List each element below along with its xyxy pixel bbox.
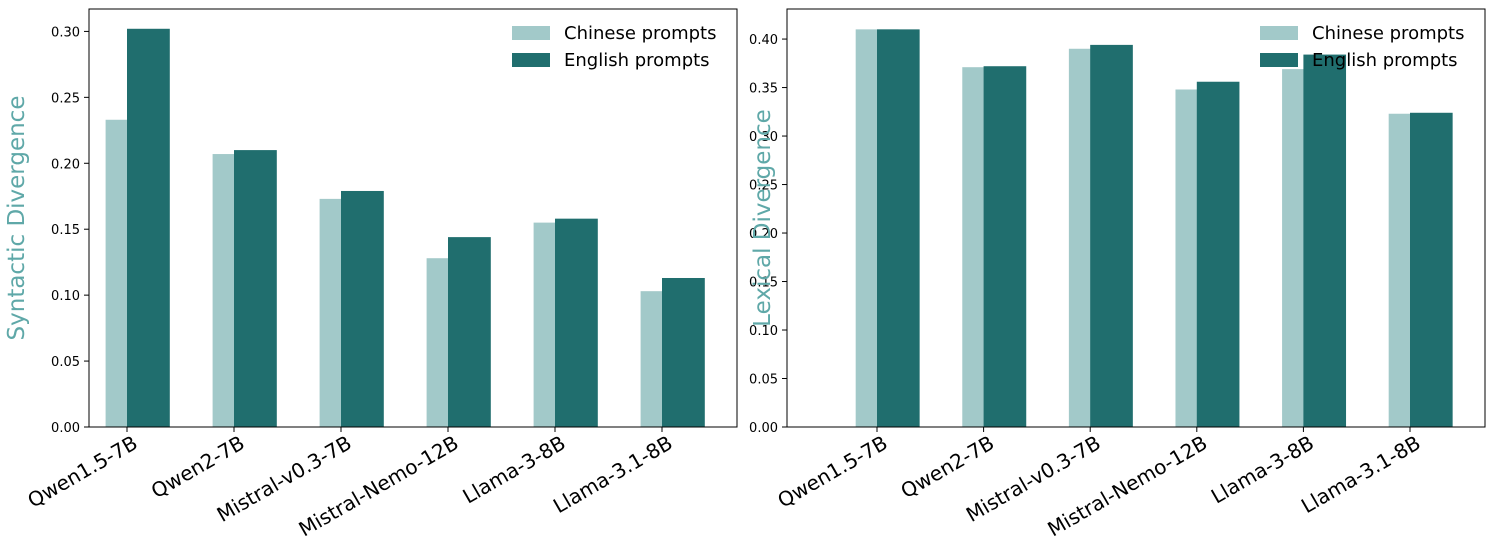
- axes-frame: [786, 8, 1486, 428]
- bar: [1090, 44, 1133, 427]
- axes-frame: [88, 8, 738, 428]
- legend-swatch: [512, 53, 550, 67]
- legend-swatch: [1260, 53, 1298, 67]
- y-tick-label: 0.15: [749, 276, 778, 291]
- y-tick-label: 0.25: [51, 91, 80, 106]
- bar: [341, 190, 384, 427]
- y-tick-label: 0.30: [749, 130, 778, 145]
- x-tick-label: Qwen1.5-7B: [773, 431, 891, 513]
- bar: [877, 29, 920, 428]
- y-tick-label: 0.40: [749, 33, 778, 48]
- legend-label: English prompts: [1312, 50, 1458, 71]
- x-tick-label: Qwen2-7B: [896, 431, 998, 504]
- bar: [1410, 112, 1453, 428]
- y-tick-label: 0.25: [749, 179, 778, 194]
- y-tick-label: 0.00: [749, 421, 778, 436]
- legend-swatch: [512, 26, 550, 40]
- y-tick-label: 0.35: [749, 82, 778, 97]
- x-tick-label: Qwen1.5-7B: [23, 431, 141, 513]
- bar: [1303, 54, 1347, 427]
- y-tick-label: 0.00: [51, 421, 80, 436]
- bar: [1196, 81, 1240, 427]
- bar: [234, 150, 277, 427]
- legend-swatch: [1260, 26, 1298, 40]
- y-axis-label: Lexical Divergence: [750, 109, 776, 327]
- legend-label: English prompts: [564, 50, 710, 71]
- y-tick-label: 0.05: [51, 355, 80, 370]
- chart: 0.00 0.05 0.10 0.15 0.20 0.25 0.30 0.35 0.40 Lexi…: [749, 8, 1486, 541]
- y-tick-label: 0.10: [51, 289, 80, 304]
- y-axis-label: Syntactic Divergence: [4, 96, 30, 341]
- chart: 0.00 0.05 0.10 0.15 0.20 0.25 0.30 Syntactic Di…: [4, 8, 738, 541]
- y-tick-label: 0.10: [749, 324, 778, 339]
- y-tick-label: 0.05: [749, 373, 778, 388]
- x-tick-label: Llama-3.1-8B: [1297, 431, 1425, 518]
- legend-label: Chinese prompts: [564, 23, 716, 44]
- y-tick-label: 0.30: [51, 25, 80, 40]
- bar: [127, 28, 170, 428]
- y-tick-label: 0.20: [51, 157, 80, 172]
- x-tick-label: Qwen2-7B: [147, 431, 249, 504]
- bar: [662, 277, 705, 427]
- y-tick-label: 0.15: [51, 223, 80, 238]
- bar: [983, 66, 1027, 427]
- bar: [448, 237, 491, 427]
- bar: [555, 218, 598, 427]
- legend-label: Chinese prompts: [1312, 23, 1464, 44]
- x-tick-label: Llama-3.1-8B: [549, 431, 677, 518]
- y-tick-label: 0.20: [749, 227, 778, 242]
